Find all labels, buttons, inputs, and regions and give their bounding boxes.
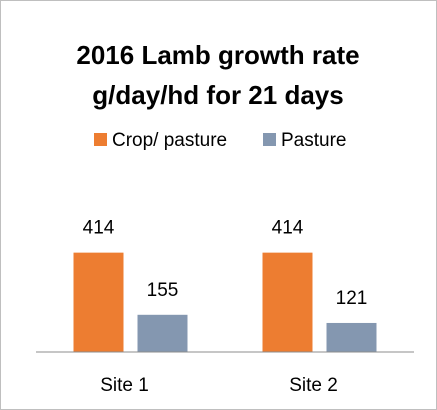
data-label: 121 bbox=[336, 288, 368, 309]
legend-label: Crop/ pasture bbox=[112, 130, 227, 151]
legend-swatch bbox=[94, 133, 107, 146]
x-tick-label: Site 1 bbox=[100, 375, 149, 396]
chart-title: g/day/hd for 21 days bbox=[92, 80, 343, 110]
bar bbox=[73, 252, 124, 352]
bar bbox=[137, 314, 188, 352]
legend-label: Pasture bbox=[281, 130, 346, 151]
bar bbox=[326, 322, 377, 352]
bar bbox=[262, 252, 313, 352]
legend-swatch bbox=[263, 133, 276, 146]
data-label: 414 bbox=[83, 218, 115, 239]
data-label: 414 bbox=[272, 218, 304, 239]
chart-title: 2016 Lamb growth rate bbox=[76, 40, 359, 70]
x-tick-label: Site 2 bbox=[289, 375, 338, 396]
data-label: 155 bbox=[147, 280, 179, 301]
